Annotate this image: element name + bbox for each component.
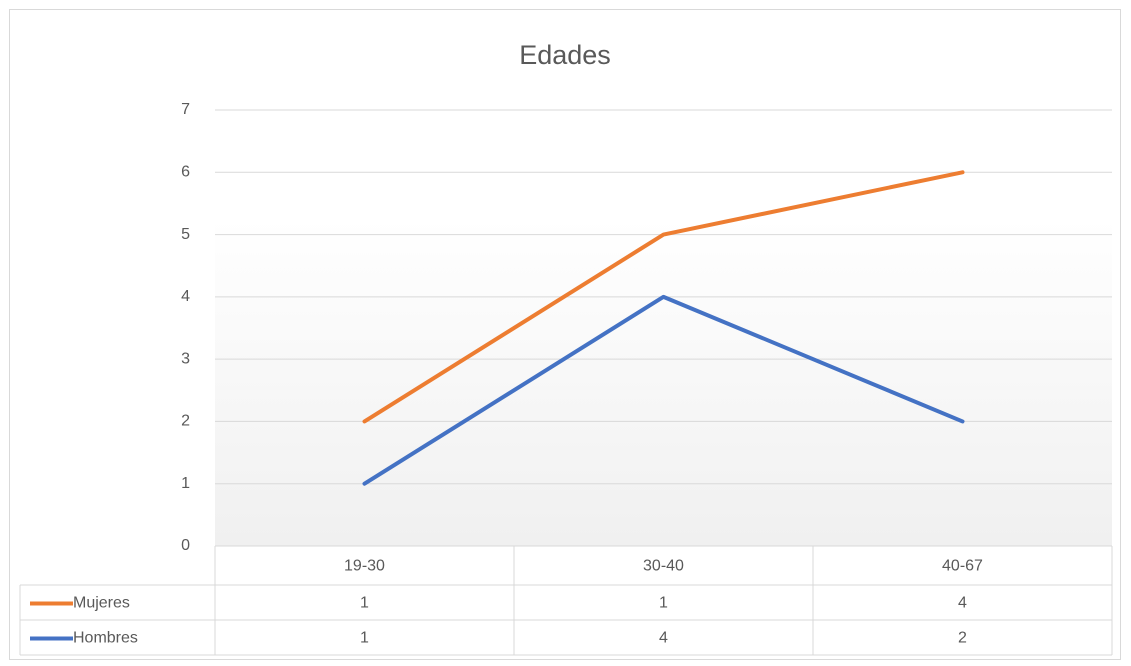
x-tick-label: 19-30 — [344, 558, 385, 575]
y-tick-label: 1 — [181, 475, 190, 492]
series-line — [362, 294, 965, 486]
x-tick-label: 40-67 — [942, 558, 983, 575]
table-value: 2 — [958, 630, 967, 647]
table-value: 1 — [360, 595, 369, 612]
table-value: 4 — [958, 595, 967, 612]
y-tick-label: 6 — [181, 164, 190, 181]
x-tick-label: 30-40 — [643, 558, 684, 575]
table-value: 4 — [659, 630, 668, 647]
y-tick-label: 7 — [181, 101, 190, 118]
legend-label: Mujeres — [73, 595, 130, 612]
chart-title: Edades — [519, 40, 611, 70]
y-tick-label: 2 — [181, 413, 190, 430]
y-tick-label: 0 — [181, 537, 190, 554]
y-tick-label: 3 — [181, 350, 190, 367]
y-tick-label: 4 — [181, 288, 190, 305]
plot-area — [215, 110, 1112, 546]
table-value: 1 — [360, 630, 369, 647]
series-line — [362, 170, 965, 424]
y-tick-label: 5 — [181, 226, 190, 243]
table-value: 1 — [659, 595, 668, 612]
legend-label: Hombres — [73, 630, 138, 647]
